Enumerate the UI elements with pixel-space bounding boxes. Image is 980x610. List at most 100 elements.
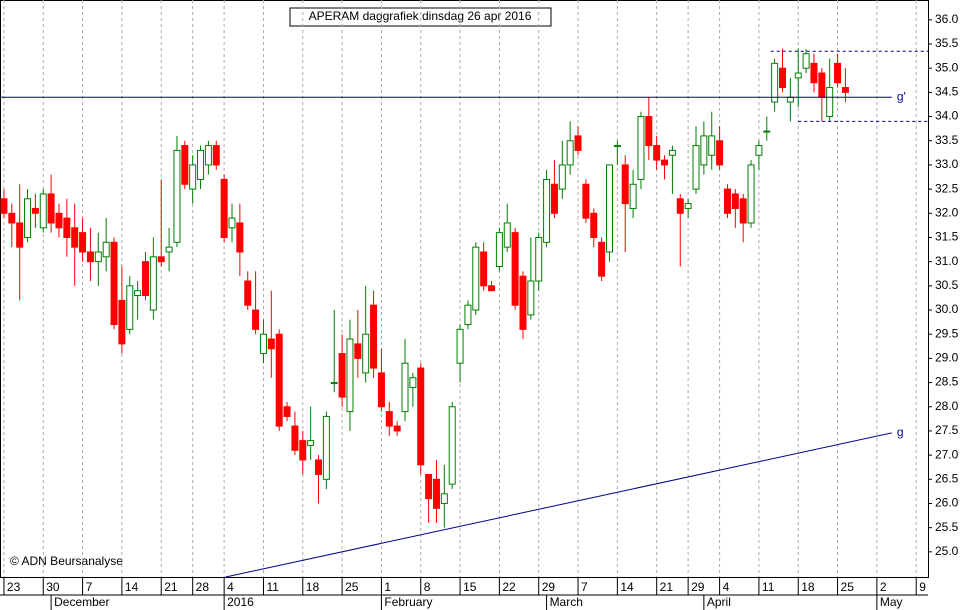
candle-body [307, 440, 315, 446]
x-tick-label: 8 [424, 580, 431, 594]
candle-body [731, 193, 739, 209]
x-tick-label: 29 [691, 580, 705, 594]
candle-body [102, 241, 110, 258]
candle-body [605, 164, 613, 253]
trend-line-label: g' [897, 89, 906, 103]
candle-body [189, 164, 197, 190]
x-tick-label: 7 [581, 580, 588, 594]
candle-body [527, 280, 535, 316]
y-tick-label: 29.5 [935, 326, 959, 340]
candle-body [495, 232, 503, 267]
candle-body [653, 145, 661, 161]
x-tick-label: 21 [660, 580, 674, 594]
candle-body [558, 164, 566, 190]
candle-body [173, 149, 181, 243]
candle-body [511, 232, 519, 306]
y-tick-label: 28.5 [935, 375, 959, 389]
candle-body [141, 261, 149, 297]
candle-body [16, 222, 24, 248]
candle-body [79, 232, 87, 253]
candle-body [204, 145, 212, 166]
y-tick-label: 33.5 [935, 133, 959, 147]
x-tick-label: 30 [46, 580, 60, 594]
candle-body [409, 377, 417, 388]
candle-body [716, 140, 724, 166]
candle-body [448, 406, 456, 485]
candle-body [63, 217, 71, 238]
candle-body [330, 382, 338, 385]
candle-body [826, 87, 834, 118]
candle-body [55, 212, 63, 229]
candle-body [275, 333, 283, 427]
candle-body [181, 145, 189, 185]
candle-body [31, 207, 39, 214]
candle-body [354, 343, 362, 359]
candle-body [834, 62, 842, 84]
x-tick-label: 9 [919, 580, 926, 594]
y-tick-label: 25.0 [935, 544, 959, 558]
candle-body [134, 290, 142, 297]
chart-title: APERAM daggrafiek dinsdag 26 apr 2016 [309, 9, 532, 23]
candle-body [39, 193, 47, 229]
candle-body [212, 145, 220, 166]
candle-body [582, 183, 590, 219]
x-tick-label: 4 [723, 580, 730, 594]
candle-body [779, 67, 787, 89]
candle-body [118, 299, 126, 345]
y-tick-label: 30.5 [935, 278, 959, 292]
x-tick-label: 11 [762, 580, 775, 594]
y-tick-label: 26.5 [935, 471, 959, 485]
candle-body [771, 62, 779, 103]
candle-body [661, 159, 669, 166]
y-tick-label: 28.0 [935, 399, 959, 413]
candle-body [299, 440, 307, 461]
trend-line-label: g [897, 425, 904, 439]
x-tick-label: 4 [227, 580, 234, 594]
candle-body [252, 309, 260, 330]
candle-body [810, 62, 818, 84]
candle-body [377, 372, 385, 408]
copyright: © ADN Beursanalyse [10, 554, 123, 568]
candle-body [786, 96, 794, 103]
candle-body [322, 415, 330, 480]
y-tick-label: 29.0 [935, 351, 959, 365]
candle-body [385, 411, 393, 427]
month-label: March [550, 595, 583, 609]
candle-body [236, 222, 244, 253]
y-tick-label: 26.0 [935, 496, 959, 510]
candle-body [94, 251, 102, 263]
x-tick-label: 2 [880, 580, 887, 594]
x-tick-label: 7 [86, 580, 93, 594]
candle-body [456, 328, 464, 364]
candle-body [425, 473, 433, 500]
y-tick-label: 35.0 [935, 60, 959, 74]
x-tick-label: 14 [125, 580, 139, 594]
month-label: May [880, 595, 903, 609]
y-tick-label: 34.0 [935, 109, 959, 123]
candle-body [393, 425, 401, 432]
candle-body [708, 135, 716, 156]
candle-body [723, 188, 731, 214]
candle-body [692, 145, 700, 190]
x-tick-label: 15 [463, 580, 477, 594]
candle-body [8, 212, 16, 224]
candle-body [668, 149, 676, 156]
candle-body [464, 304, 472, 326]
candle-body [621, 164, 629, 205]
month-label: February [384, 595, 432, 609]
plot-frame [0, 0, 929, 578]
candle-body [598, 241, 606, 277]
y-tick-label: 35.5 [935, 36, 959, 50]
candle-body [362, 333, 370, 374]
x-tick-label: 21 [164, 580, 178, 594]
x-tick-label: 11 [266, 580, 279, 594]
x-tick-label: 28 [196, 580, 210, 594]
candle-body [244, 280, 252, 306]
candle-body [676, 198, 684, 214]
candle-body [566, 140, 574, 166]
month-label: December [54, 595, 109, 609]
y-tick-label: 32.5 [935, 181, 959, 195]
x-tick-label: 1 [384, 580, 391, 594]
